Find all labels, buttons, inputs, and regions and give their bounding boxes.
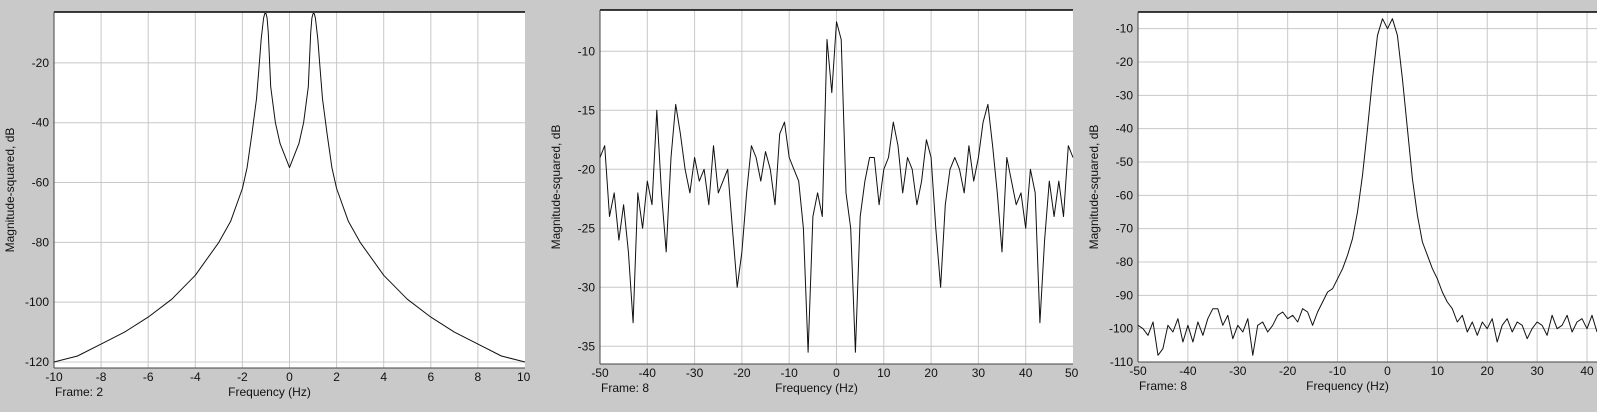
y-tick-label: -10	[578, 44, 596, 58]
chart-panel-3: -50 -40 -30 -20 -10 0 10 20 30 40-10-20-30-40-50-…	[1087, 11, 1597, 393]
x-tick-label: -40	[639, 366, 657, 380]
x-tick-label: 30	[1530, 364, 1544, 378]
x-tick-label: 20	[1481, 364, 1495, 378]
series-line-1	[599, 21, 1074, 353]
x-tick-label: -30	[686, 366, 704, 380]
x-tick-label: -10	[781, 366, 799, 380]
x-tick-label: 0	[833, 366, 840, 380]
x-tick-label: -50	[1129, 364, 1147, 378]
x-tick-label: 10	[517, 370, 531, 384]
y-tick-label: -100	[25, 295, 49, 309]
x-tick-label: -2	[237, 370, 248, 384]
y-tick-label: -70	[1116, 222, 1134, 236]
chart-panel-1: -10 -8 -6 -4 -2 0 2 4 6 8 10-20-40-60-80-100-120Fr…	[3, 11, 531, 399]
y-axis-label: Magnitude-squared, dB	[549, 125, 563, 250]
x-tick-label: -6	[143, 370, 154, 384]
y-tick-label: -50	[1116, 155, 1134, 169]
y-tick-label: -80	[32, 235, 50, 249]
x-tick-label: 40	[1580, 364, 1594, 378]
x-tick-label: -10	[45, 370, 63, 384]
x-tick-label: 0	[1384, 364, 1391, 378]
x-tick-label: 40	[1019, 366, 1033, 380]
frame-label: Frame: 8	[601, 381, 649, 395]
y-tick-label: -60	[32, 176, 50, 190]
x-tick-label: 50	[1065, 366, 1079, 380]
x-tick-label: 10	[1431, 364, 1445, 378]
x-tick-label: -8	[96, 370, 107, 384]
y-tick-label: -30	[1116, 88, 1134, 102]
plot-area	[1138, 12, 1597, 362]
y-tick-label: -120	[25, 355, 49, 369]
series-line-1	[1137, 18, 1597, 356]
x-tick-label: -40	[1179, 364, 1197, 378]
chart-panel-2: -50 -40 -30 -20 -10 0 10 20 30 40 50 -10 -15 -20 -25 -3…	[549, 9, 1079, 395]
x-tick-label: -4	[190, 370, 201, 384]
x-tick-label: 4	[380, 370, 387, 384]
x-tick-label: -10	[1329, 364, 1347, 378]
x-tick-label: 2	[333, 370, 340, 384]
y-tick-label: -40	[32, 116, 50, 130]
series-line-1	[53, 13, 526, 363]
x-tick-label: 8	[475, 370, 482, 384]
y-tick-label: -20	[578, 162, 596, 176]
y-tick-label: -90	[1116, 288, 1134, 302]
y-tick-label: -110	[1110, 355, 1133, 369]
x-tick-label: 10	[877, 366, 891, 380]
frame-label: Frame: 8	[1139, 379, 1187, 393]
y-tick-label: -10	[1116, 22, 1134, 36]
x-axis-label: Frequency (Hz)	[228, 385, 311, 399]
x-tick-label: 0	[286, 370, 293, 384]
y-axis-label: Magnitude-squared, dB	[1087, 125, 1101, 250]
y-tick-label: -20	[32, 56, 50, 70]
x-tick-label: -30	[1229, 364, 1247, 378]
x-axis-label: Frequency (Hz)	[1306, 379, 1389, 393]
x-axis-label: Frequency (Hz)	[775, 381, 858, 395]
y-tick-label: -20	[1116, 55, 1134, 69]
y-tick-label: -15	[578, 103, 596, 117]
x-tick-label: -20	[1279, 364, 1297, 378]
y-tick-label: -60	[1116, 188, 1134, 202]
x-tick-label: -50	[591, 366, 609, 380]
x-tick-label: 30	[972, 366, 986, 380]
y-tick-label: -80	[1116, 255, 1134, 269]
y-tick-label: -100	[1109, 322, 1133, 336]
y-axis-label: Magnitude-squared, dB	[3, 128, 17, 253]
x-tick-label: -20	[733, 366, 751, 380]
y-tick-label: -30	[578, 280, 596, 294]
y-tick-label: -25	[578, 221, 596, 235]
x-tick-label: 20	[924, 366, 938, 380]
y-tick-label: -35	[578, 339, 596, 353]
frame-label: Frame: 2	[55, 385, 103, 399]
x-tick-label: 6	[427, 370, 434, 384]
y-tick-label: -40	[1116, 122, 1134, 136]
